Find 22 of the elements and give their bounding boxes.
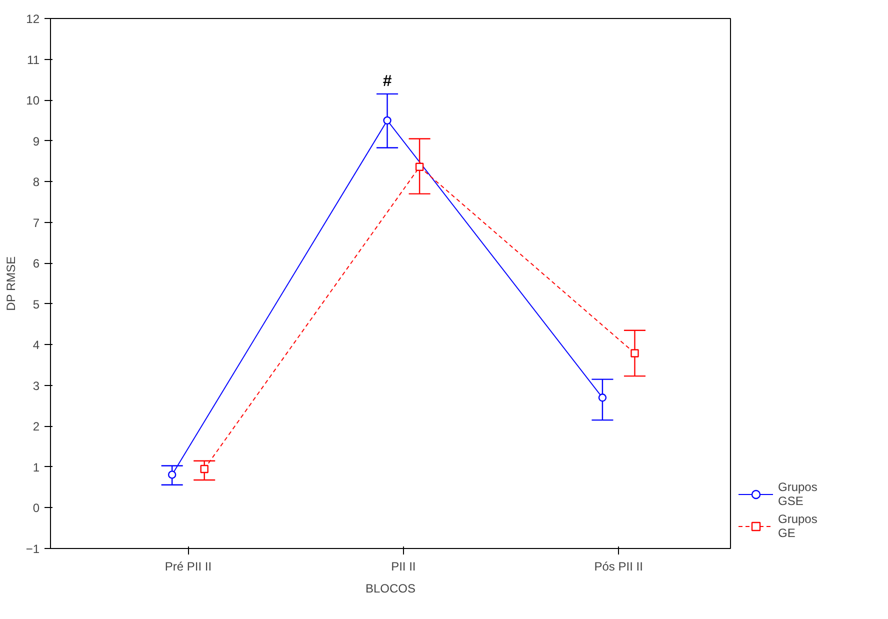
y-tick-label: 7	[32, 216, 40, 230]
x-tick-label: PII II	[391, 560, 416, 574]
x-tick-label: Pré PII II	[164, 560, 212, 574]
y-tick-label: 9	[32, 134, 40, 148]
y-tick-label: 0	[32, 501, 40, 516]
legend-label: Grupos GSE	[778, 480, 818, 508]
y-tick-label: 8	[32, 175, 40, 190]
y-axis-title: DP RMSE	[4, 256, 18, 311]
y-tick-label: 6	[32, 256, 40, 271]
y-tick-label: 5	[32, 297, 40, 312]
annotation: #	[382, 72, 392, 90]
y-tick-label: 1	[32, 460, 40, 474]
x-axis-title: BLOCOS	[365, 582, 416, 596]
y-tick-label: −1	[26, 542, 40, 556]
y-tick-label: 4	[32, 338, 40, 352]
legend-label: Grupos GE	[778, 512, 818, 540]
x-tick-label: Pós PII II	[594, 560, 643, 574]
y-tick-label: 3	[32, 378, 40, 393]
y-tick-label: 11	[27, 52, 40, 67]
y-tick-label: 10	[26, 94, 40, 108]
y-tick-label: 12	[26, 12, 40, 26]
y-tick-label: 2	[32, 420, 40, 434]
